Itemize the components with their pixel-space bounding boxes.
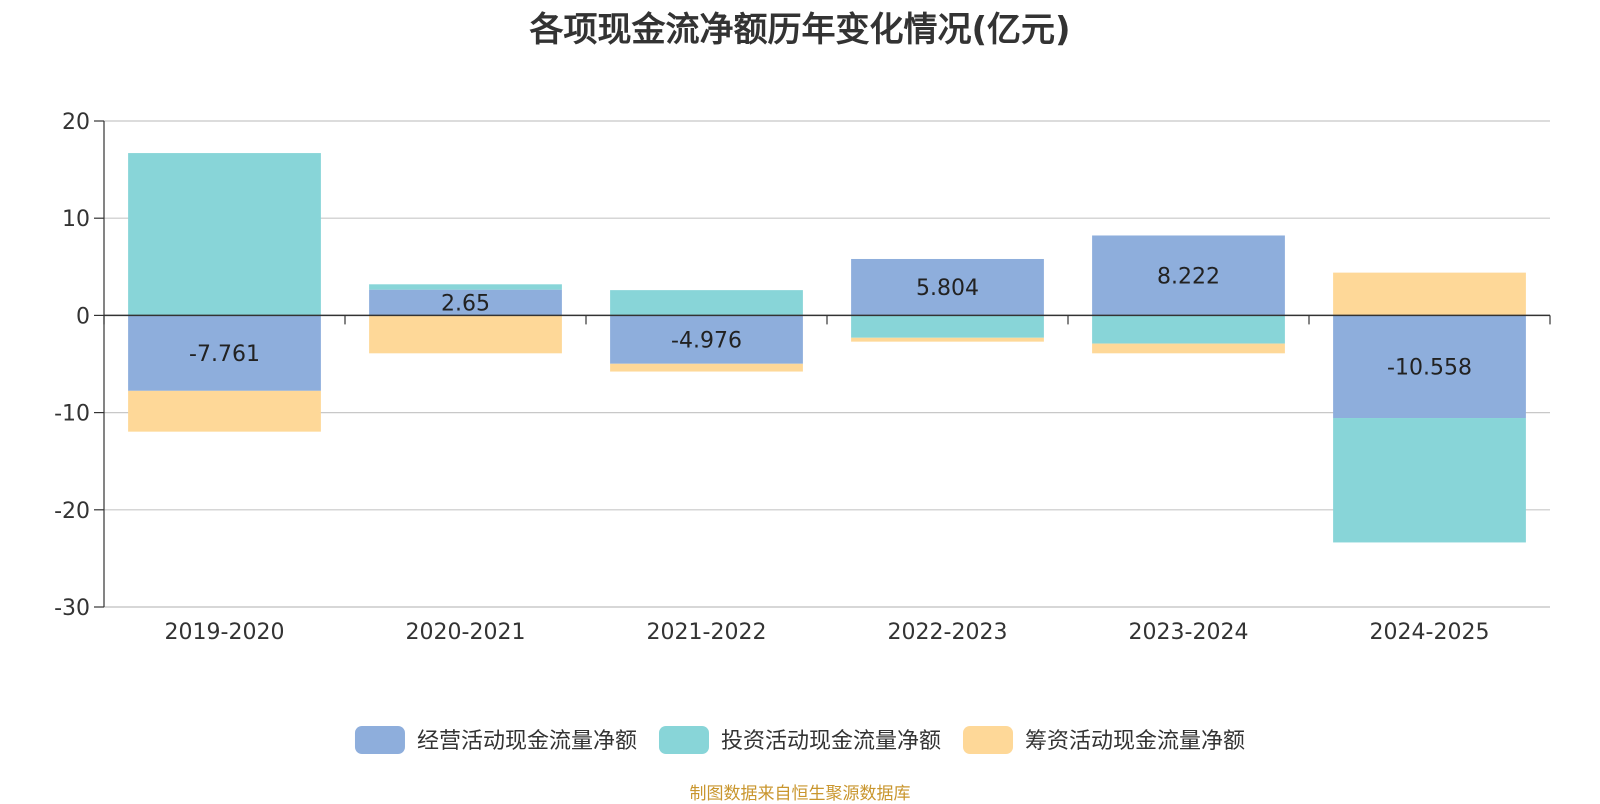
legend[interactable]: 经营活动现金流量净额 投资活动现金流量净额 筹资活动现金流量净额 bbox=[354, 726, 1245, 754]
bar-segment bbox=[1092, 343, 1285, 354]
bar-segment bbox=[851, 337, 1044, 342]
chart-title: 各项现金流净额历年变化情况(亿元) bbox=[529, 10, 1071, 50]
bar-segment bbox=[1333, 272, 1526, 316]
bar-segment bbox=[610, 315, 803, 364]
x-tick-label: 2020-2021 bbox=[406, 620, 526, 645]
y-tick-label: -10 bbox=[54, 402, 90, 427]
bar-segment bbox=[1092, 315, 1285, 344]
x-tick-label: 2024-2025 bbox=[1370, 620, 1490, 645]
bar-segment bbox=[610, 290, 803, 316]
source-note: 制图数据来自恒生聚源数据库 bbox=[689, 784, 911, 804]
bar-segment bbox=[1333, 315, 1526, 419]
bar-segment bbox=[851, 315, 1044, 338]
bar-segment bbox=[369, 284, 562, 290]
x-tick-label: 2019-2020 bbox=[165, 620, 285, 645]
data-label: 8.222 bbox=[1157, 264, 1220, 289]
data-label: -7.761 bbox=[189, 342, 260, 367]
legend-label: 投资活动现金流量净额 bbox=[721, 729, 941, 754]
data-label: 2.65 bbox=[441, 292, 490, 317]
y-tick-label: -30 bbox=[54, 596, 90, 621]
legend-item[interactable]: 投资活动现金流量净额 bbox=[658, 726, 941, 754]
bar-segment bbox=[128, 390, 321, 432]
legend-label: 经营活动现金流量净额 bbox=[417, 729, 637, 754]
legend-swatch bbox=[963, 726, 1014, 754]
data-labels: -7.761 2.65 -4.976 5.804 8.222 -10.558 bbox=[189, 264, 1472, 380]
data-label: 5.804 bbox=[916, 276, 979, 301]
y-tick-label: 0 bbox=[76, 304, 90, 329]
legend-label: 筹资活动现金流量净额 bbox=[1025, 729, 1245, 754]
bar-segment bbox=[1333, 418, 1526, 543]
bars bbox=[128, 153, 1526, 543]
axes: 20 10 0 -10 -20 -30 2019-2020 2020-2021 2021-202… bbox=[54, 110, 1551, 645]
bar-segment bbox=[851, 258, 1044, 316]
legend-swatch bbox=[354, 726, 405, 754]
x-tick-label: 2021-2022 bbox=[647, 620, 767, 645]
data-label: -10.558 bbox=[1387, 356, 1472, 381]
grid-lines bbox=[104, 120, 1550, 608]
bar-segment bbox=[369, 315, 562, 354]
x-tick-label: 2023-2024 bbox=[1129, 620, 1249, 645]
bar-segment bbox=[610, 363, 803, 372]
legend-item[interactable]: 经营活动现金流量净额 bbox=[354, 726, 637, 754]
legend-item[interactable]: 筹资活动现金流量净额 bbox=[963, 726, 1245, 754]
bar-segment bbox=[369, 289, 562, 316]
y-tick-label: -20 bbox=[54, 499, 90, 524]
y-tick-label: 10 bbox=[62, 207, 90, 232]
x-tick-label: 2022-2023 bbox=[888, 620, 1008, 645]
bar-segment bbox=[1092, 235, 1285, 316]
data-label: -4.976 bbox=[671, 329, 742, 354]
legend-swatch bbox=[658, 726, 709, 754]
bar-segment bbox=[128, 315, 321, 391]
y-tick-label: 20 bbox=[62, 110, 90, 135]
bar-segment bbox=[128, 153, 321, 316]
